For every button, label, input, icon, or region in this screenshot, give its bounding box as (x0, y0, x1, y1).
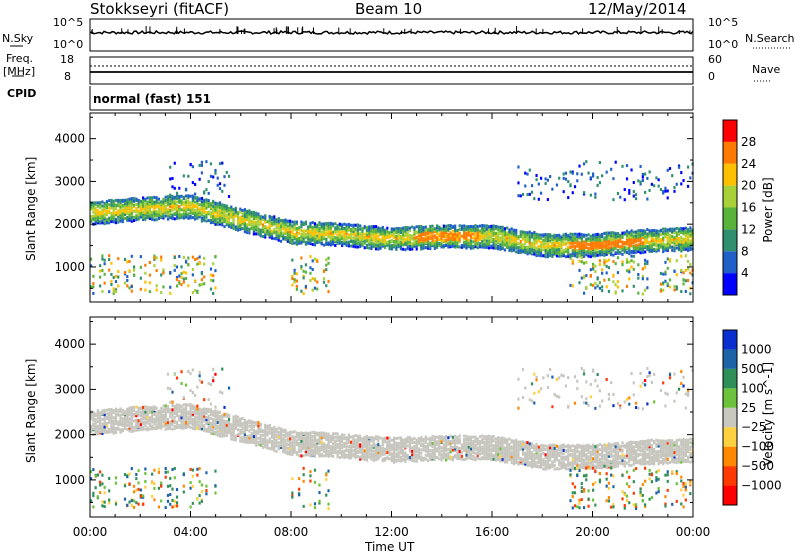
velocity-colorbar-segment (723, 349, 737, 369)
velocity-colorbar-segment (723, 446, 737, 467)
freq-tick-high: 18 (60, 53, 74, 66)
beam-label: Beam 10 (355, 0, 423, 18)
velocity-colorbar-tick: −1000 (741, 479, 782, 493)
velocity-colorbar-tick: 100 (741, 381, 764, 395)
velocity-heatmap (90, 367, 694, 511)
y-tick-label: 4000 (54, 132, 85, 146)
y-tick-label: 1000 (54, 473, 85, 487)
nsky-label: N.Sky (2, 32, 34, 45)
power-colorbar-frame (722, 119, 738, 296)
power-colorbar-tick: 8 (741, 244, 749, 258)
power-colorbar-tick: 24 (741, 157, 756, 171)
velocity-colorbar-tick: 500 (741, 362, 764, 376)
y-tick-label: 1000 (54, 260, 85, 274)
cpid-label: CPID (7, 87, 37, 100)
power-colorbar-tick: 20 (741, 179, 756, 193)
nsky-trace (89, 29, 694, 35)
x-tick-label: 20:00 (575, 525, 610, 539)
velocity-colorbar-segment (723, 330, 737, 350)
x-tick-label: 04:00 (173, 525, 208, 539)
power-colorbar-segment (723, 273, 737, 295)
x-tick-label: 00:00 (73, 525, 108, 539)
freq-unit: [MHz] (3, 65, 36, 78)
power-colorbar-tick: 16 (741, 201, 756, 215)
nsky-panel-frame (89, 18, 694, 52)
nsky-tick-high-right: 10^5 (708, 16, 739, 29)
y-tick-label: 2000 (54, 428, 85, 442)
velocity-colorbar-frame (722, 329, 738, 506)
freq-tick-low: 8 (64, 70, 71, 83)
nsky-tick-low: 10^0 (53, 38, 84, 51)
y-tick-label: 3000 (54, 382, 85, 396)
velocity-colorbar-segment (723, 407, 737, 428)
y-tick-label: 3000 (54, 174, 85, 188)
power-colorbar-tick: 12 (741, 222, 756, 236)
velocity-colorbar-segment (723, 427, 737, 447)
station-title: Stokkseyri (fitACF) (90, 0, 230, 18)
date-label: 12/May/2014 (588, 0, 687, 18)
power-colorbar-segment (723, 229, 737, 252)
velocity-colorbar-tick: −100 (741, 440, 774, 454)
cpid-value: normal (fast) 151 (93, 92, 211, 106)
y-tick-label: 2000 (54, 217, 85, 231)
nsky-tick-high: 10^5 (53, 16, 84, 29)
x-axis-title: Time UT (365, 540, 415, 554)
x-tick-label: 16:00 (475, 525, 510, 539)
power-heatmap (90, 160, 694, 296)
power-colorbar-segment (723, 163, 737, 186)
power-colorbar-segment (723, 120, 737, 142)
y-tick-label: 4000 (54, 337, 85, 351)
nsky-tick-low-right: 10^0 (708, 38, 739, 51)
velocity-colorbar-segment (723, 466, 737, 486)
nsearch-label: N.Search (745, 32, 795, 45)
velocity-colorbar-tick: 1000 (741, 342, 772, 356)
power-colorbar-segment (723, 207, 737, 230)
velocity-colorbar-tick: 25 (741, 401, 756, 415)
freq-panel-frame (89, 56, 694, 85)
x-tick-label: 12:00 (374, 525, 409, 539)
velocity-colorbar-segment (723, 368, 737, 389)
nave-label: Nave (752, 63, 781, 76)
velocity-colorbar-tick: −500 (741, 459, 774, 473)
power-colorbar-segment (723, 141, 737, 164)
nave-tick-low: 0 (708, 70, 715, 83)
nave-tick-high: 60 (708, 53, 722, 66)
velocity-colorbar-segment (723, 485, 737, 505)
x-tick-label: 00:00 (676, 525, 711, 539)
velocity-colorbar-tick: −25 (741, 420, 766, 434)
power-colorbar-tick: 4 (741, 266, 749, 280)
freq-label: Freq. (6, 52, 34, 65)
power-colorbar-segment (723, 185, 737, 208)
x-tick-label: 08:00 (274, 525, 309, 539)
velocity-colorbar-segment (723, 388, 737, 408)
power-colorbar-segment (723, 251, 737, 274)
power-colorbar-tick: 28 (741, 135, 756, 149)
